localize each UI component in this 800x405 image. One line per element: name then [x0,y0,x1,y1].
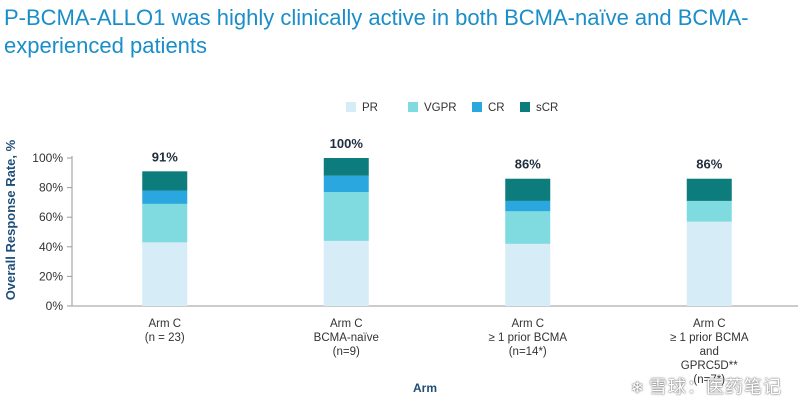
y-tick-label: 20% [39,269,63,283]
x-category-label: ≥ 1 prior BCMA [670,332,749,344]
bar-segment-scr [505,179,550,201]
bar-segment-cr [142,191,187,204]
legend-swatch-pr [346,102,356,112]
x-axis-label: Arm [413,381,437,395]
snowball-logo-icon: ❄ [631,380,645,397]
bar-total-label: 100% [330,136,364,151]
x-category-label: (n=9) [333,346,360,358]
bar-total-label: 91% [152,149,178,164]
y-tick-label: 80% [39,181,63,195]
x-category-label: BCMA-naïve [314,332,379,344]
legend-swatch-cr [472,102,482,112]
bar-segment-pr [324,241,369,306]
bar-segment-pr [687,222,732,306]
legend-label-scr: sCR [536,102,558,114]
bar-segment-pr [142,242,187,306]
bar-segment-pr [505,244,550,306]
bar-segment-vgpr [324,192,369,241]
legend-label-cr: CR [488,102,505,114]
bar-segment-scr [687,179,732,201]
response-rate-chart: 0% 20% 40% 60% 80% 100% Overall Response Rate,… [0,0,800,405]
bar-segment-vgpr [505,211,550,244]
bar-segment-cr [324,176,369,192]
watermark-text: 雪球：医药笔记 [649,377,782,397]
legend-label-vgpr: VGPR [424,102,457,114]
bar-segment-scr [142,171,187,190]
x-category-label: Arm C [511,318,544,330]
x-category-label: GPRC5D** [681,360,738,372]
y-tick-label: 40% [39,240,63,254]
x-category-label: Arm C [330,318,363,330]
y-tick-label: 0% [46,299,64,313]
x-category-label: (n=14*) [509,346,547,358]
legend-swatch-vgpr [408,102,418,112]
bar-segment-scr [324,158,369,176]
bar-segment-vgpr [687,201,732,222]
bar-total-label: 86% [515,157,541,172]
y-tick-label: 60% [39,210,63,224]
y-axis-label: Overall Response Rate, % [3,139,18,300]
bar-total-label: 86% [696,157,722,172]
bar-segment-vgpr [142,204,187,242]
x-category-label: and [700,346,719,358]
x-category-label: Arm C [693,318,726,330]
legend-swatch-scr [520,102,530,112]
bar-segment-cr [505,201,550,211]
x-category-label: (n = 23) [145,332,185,344]
watermark: ❄ 雪球：医药笔记 [631,373,782,399]
x-category-label: ≥ 1 prior BCMA [488,332,567,344]
legend-label-pr: PR [362,102,378,114]
x-category-label: Arm C [148,318,181,330]
y-tick-label: 100% [32,151,63,165]
